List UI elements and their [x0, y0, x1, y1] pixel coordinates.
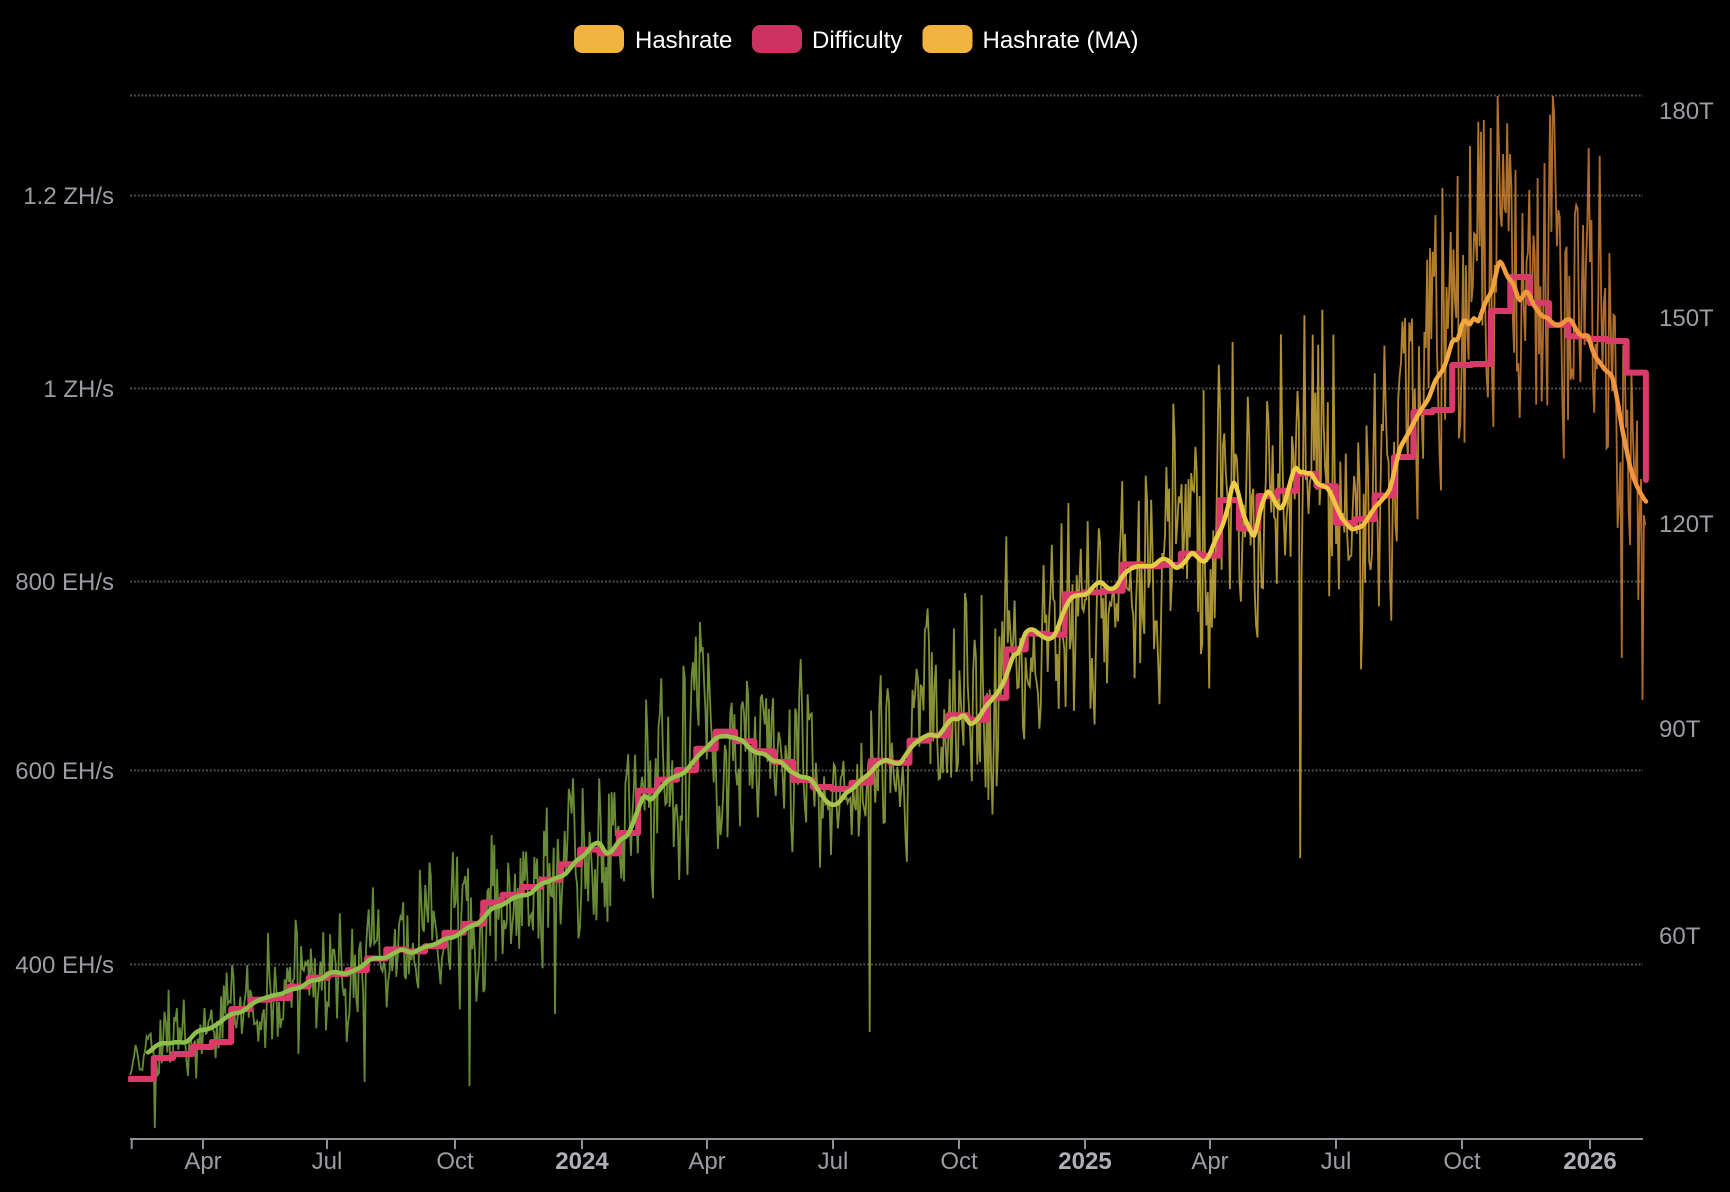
svg-text:60T: 60T	[1659, 923, 1701, 950]
svg-text:1.2 ZH/s: 1.2 ZH/s	[23, 183, 114, 210]
svg-text:180T: 180T	[1659, 98, 1714, 125]
svg-text:Jul: Jul	[1321, 1148, 1352, 1175]
svg-text:2024: 2024	[555, 1148, 609, 1175]
svg-text:400 EH/s: 400 EH/s	[15, 952, 114, 979]
svg-text:Apr: Apr	[1191, 1148, 1228, 1175]
svg-text:800 EH/s: 800 EH/s	[15, 569, 114, 596]
svg-text:Hashrate: Hashrate	[635, 27, 732, 54]
svg-text:1 ZH/s: 1 ZH/s	[43, 376, 114, 403]
svg-text:90T: 90T	[1659, 716, 1701, 743]
svg-text:Oct: Oct	[1443, 1148, 1481, 1175]
svg-text:120T: 120T	[1659, 511, 1714, 538]
svg-text:Jul: Jul	[312, 1148, 343, 1175]
svg-text:Jul: Jul	[818, 1148, 849, 1175]
svg-text:2026: 2026	[1563, 1148, 1616, 1175]
svg-text:Difficulty: Difficulty	[812, 27, 902, 54]
svg-text:Oct: Oct	[436, 1148, 474, 1175]
svg-text:150T: 150T	[1659, 305, 1714, 332]
svg-text:Apr: Apr	[688, 1148, 725, 1175]
svg-text:Apr: Apr	[184, 1148, 221, 1175]
svg-text:Hashrate (MA): Hashrate (MA)	[983, 27, 1139, 54]
svg-text:600 EH/s: 600 EH/s	[15, 758, 114, 785]
svg-text:Oct: Oct	[940, 1148, 978, 1175]
svg-text:2025: 2025	[1058, 1148, 1111, 1175]
